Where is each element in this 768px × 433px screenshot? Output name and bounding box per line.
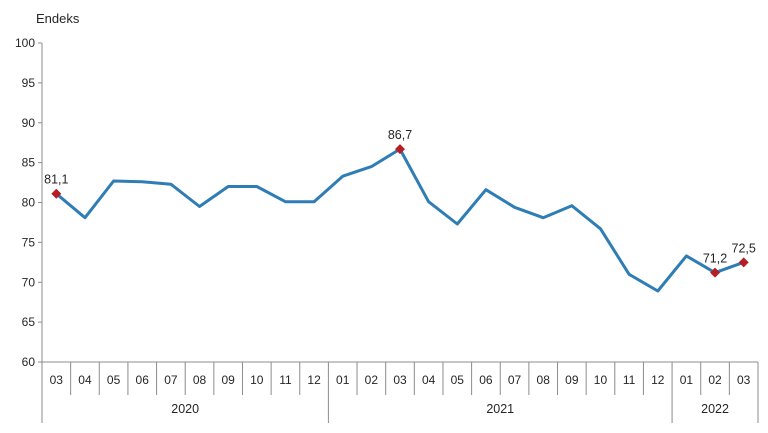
axes [41, 43, 758, 363]
y-tick-label: 85 [22, 156, 36, 170]
x-tick-label: 05 [451, 373, 465, 387]
series-line [54, 147, 746, 293]
x-tick-label: 12 [651, 373, 665, 387]
x-tick-label: 10 [594, 373, 608, 387]
x-tick-label: 05 [107, 373, 121, 387]
data-label: 72,5 [732, 241, 756, 255]
y-tick-label: 70 [22, 275, 36, 289]
x-ticks: 03 04 05 06 07 08 09 10 11 12 01 02 03 04 05 06 07 08 09 10… [41, 362, 759, 423]
y-tick-label: 95 [22, 76, 36, 90]
x-tick-label: 04 [422, 373, 436, 387]
x-tick-label: 03 [737, 373, 751, 387]
x-tick-label: 07 [508, 373, 522, 387]
year-group-label: 2020 [171, 402, 199, 416]
x-tick-label: 08 [193, 373, 207, 387]
x-tick-label: 03 [393, 373, 407, 387]
series-layer [51, 144, 749, 293]
x-tick-label: 12 [307, 373, 321, 387]
year-group-label: 2021 [486, 402, 514, 416]
x-tick-label: 09 [221, 373, 235, 387]
y-tick-label: 75 [22, 235, 36, 249]
y-tick-label: 60 [22, 355, 36, 369]
x-tick-label: 02 [365, 373, 379, 387]
y-tick-label: 80 [22, 196, 36, 210]
x-tick-label: 10 [250, 373, 264, 387]
y-ticks: 60 65 70 75 80 85 90 95 100 [15, 36, 42, 369]
y-axis-title: Endeks [36, 11, 80, 26]
y-tick-label: 100 [15, 36, 35, 50]
data-labels: 81,1 86,7 71,2 72,5 [44, 128, 756, 266]
x-tick-label: 01 [336, 373, 350, 387]
data-label: 86,7 [388, 128, 412, 142]
highlight-marker [710, 267, 721, 278]
x-tick-label: 07 [164, 373, 178, 387]
x-tick-label: 06 [479, 373, 493, 387]
data-label: 81,1 [44, 173, 68, 187]
x-tick-label: 09 [565, 373, 579, 387]
x-tick-label: 08 [537, 373, 551, 387]
x-tick-label: 11 [279, 373, 292, 387]
x-tick-label: 01 [680, 373, 694, 387]
year-group-label: 2022 [701, 402, 729, 416]
highlight-marker [395, 144, 405, 155]
x-tick-label: 03 [50, 373, 64, 387]
y-tick-label: 90 [22, 116, 36, 130]
x-tick-label: 04 [78, 373, 92, 387]
highlight-marker [51, 188, 62, 199]
x-tick-label: 06 [136, 373, 150, 387]
y-tick-label: 65 [22, 315, 36, 329]
x-tick-label: 11 [623, 373, 636, 387]
x-tick-label: 02 [708, 373, 722, 387]
highlight-marker [738, 257, 749, 268]
data-label: 71,2 [703, 252, 727, 266]
